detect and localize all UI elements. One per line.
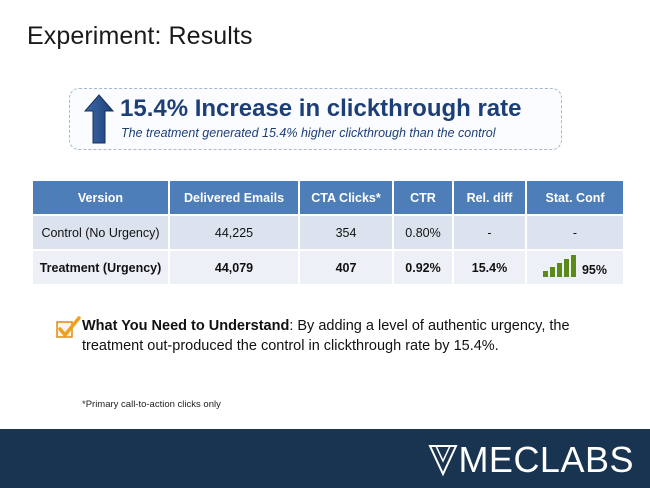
cell-rel-diff: 15.4%	[453, 249, 527, 284]
cell-delivered: 44,225	[169, 214, 300, 250]
cell-clicks: 407	[299, 249, 394, 284]
col-header-stat-conf: Stat. Conf	[526, 181, 623, 215]
signal-bar	[570, 255, 576, 277]
signal-bar	[542, 271, 548, 277]
cell-ctr: 0.92%	[393, 249, 454, 284]
results-table: Version Delivered Emails CTA Clicks* CTR…	[33, 181, 623, 284]
logo-mark-icon	[428, 445, 459, 477]
signal-bar	[556, 263, 562, 277]
footnote: *Primary call-to-action clicks only	[82, 399, 221, 410]
table-row-treatment: Treatment (Urgency) 44,079 407 0.92% 15.…	[33, 249, 623, 284]
cell-stat-conf: 95%	[526, 249, 623, 284]
signal-bars-icon	[542, 255, 576, 277]
takeaway-text: What You Need to Understand: By adding a…	[82, 316, 602, 356]
slide-title: Experiment: Results	[27, 22, 253, 50]
table-header-row: Version Delivered Emails CTA Clicks* CTR…	[33, 181, 623, 215]
callout-subtext: The treatment generated 15.4% higher cli…	[121, 126, 496, 140]
cell-stat-conf: -	[526, 214, 623, 250]
cell-ctr: 0.80%	[393, 214, 454, 250]
result-callout: 15.4% Increase in clickthrough rate The …	[69, 88, 562, 150]
up-arrow-icon	[83, 94, 115, 149]
logo-text: MECLABS	[458, 439, 634, 480]
signal-bar	[563, 259, 569, 277]
cell-version: Control (No Urgency)	[33, 214, 170, 250]
col-header-version: Version	[33, 181, 170, 215]
table-row-control: Control (No Urgency) 44,225 354 0.80% - …	[33, 214, 623, 250]
col-header-rel-diff: Rel. diff	[453, 181, 527, 215]
cell-rel-diff: -	[453, 214, 527, 250]
cell-delivered: 44,079	[169, 249, 300, 284]
meclabs-logo: MECLABS	[428, 439, 634, 481]
stat-conf-value: 95%	[581, 263, 608, 277]
cell-clicks: 354	[299, 214, 394, 250]
footer-bar: MECLABS	[0, 429, 650, 488]
takeaway-label: What You Need to Understand	[82, 318, 290, 334]
col-header-delivered: Delivered Emails	[169, 181, 300, 215]
col-header-clicks: CTA Clicks*	[299, 181, 394, 215]
callout-headline: 15.4% Increase in clickthrough rate	[120, 95, 522, 122]
col-header-ctr: CTR	[393, 181, 454, 215]
takeaway-body: : By adding a level of authentic urgency…	[82, 318, 570, 354]
signal-bar	[549, 267, 555, 277]
checkbox-checkmark-icon	[56, 316, 82, 345]
cell-version: Treatment (Urgency)	[33, 249, 170, 284]
